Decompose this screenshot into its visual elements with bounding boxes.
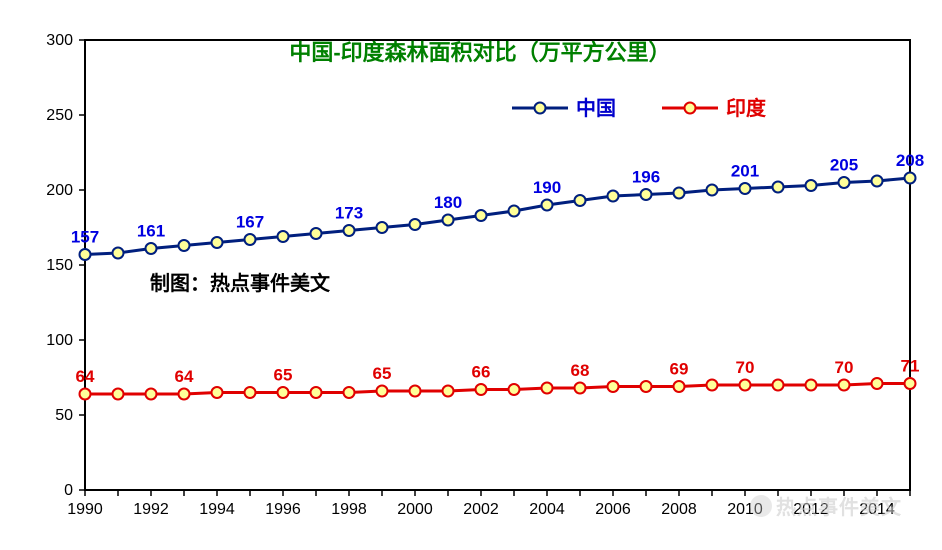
x-tick-label: 1992	[133, 501, 169, 518]
y-tick-label: 50	[55, 407, 73, 424]
data-label: 70	[835, 358, 854, 377]
data-label: 161	[137, 222, 165, 241]
data-label: 66	[472, 363, 491, 382]
x-tick-label: 2008	[661, 501, 697, 518]
data-point	[476, 210, 487, 221]
data-point	[773, 182, 784, 193]
data-point	[80, 389, 91, 400]
y-tick-label: 100	[46, 332, 73, 349]
x-tick-label: 1990	[67, 501, 103, 518]
data-point	[245, 234, 256, 245]
data-point	[179, 389, 190, 400]
data-label: 64	[175, 367, 194, 386]
chart-container: 0 50 100 150 200 250 300 1990 1992 1994 1996 1998 20…	[0, 0, 942, 550]
data-point	[212, 387, 223, 398]
data-point	[641, 189, 652, 200]
data-point	[608, 191, 619, 202]
data-point	[311, 228, 322, 239]
x-tick-label: 2006	[595, 501, 631, 518]
data-point	[608, 381, 619, 392]
line-chart: 0 50 100 150 200 250 300 1990 1992 1994 1996 1998 20…	[0, 0, 942, 550]
data-point	[674, 188, 685, 199]
y-tick-label: 250	[46, 107, 73, 124]
data-label: 64	[76, 367, 95, 386]
data-point	[542, 200, 553, 211]
data-label: 190	[533, 178, 561, 197]
data-point	[410, 386, 421, 397]
data-point	[641, 381, 652, 392]
data-point	[542, 383, 553, 394]
data-label: 70	[736, 358, 755, 377]
data-label: 205	[830, 156, 858, 175]
data-label: 65	[373, 364, 392, 383]
data-point	[806, 180, 817, 191]
data-point	[113, 248, 124, 259]
data-point	[740, 380, 751, 391]
x-tick-label: 1998	[331, 501, 367, 518]
y-tick-label: 0	[64, 482, 73, 499]
y-tick-label: 200	[46, 182, 73, 199]
data-point	[476, 384, 487, 395]
x-tick-label: 1994	[199, 501, 235, 518]
data-point	[311, 387, 322, 398]
data-point	[575, 195, 586, 206]
data-point	[839, 380, 850, 391]
data-point	[278, 387, 289, 398]
data-point	[278, 231, 289, 242]
data-point	[707, 380, 718, 391]
data-label: 157	[71, 228, 99, 247]
x-tick-label: 2002	[463, 501, 499, 518]
data-point	[80, 249, 91, 260]
data-point	[872, 176, 883, 187]
data-label: 71	[901, 357, 920, 376]
data-label: 196	[632, 168, 660, 187]
data-point	[344, 225, 355, 236]
data-point	[905, 173, 916, 184]
legend-label: 中国	[576, 96, 616, 120]
data-label: 68	[571, 361, 590, 380]
data-label: 180	[434, 193, 462, 212]
data-point	[839, 177, 850, 188]
watermark: 热点事件美文	[750, 491, 902, 520]
data-point	[707, 185, 718, 196]
data-point	[146, 389, 157, 400]
data-point	[113, 389, 124, 400]
data-point	[443, 215, 454, 226]
data-point	[509, 384, 520, 395]
data-point	[179, 240, 190, 251]
data-point	[377, 222, 388, 233]
data-label: 65	[274, 366, 293, 385]
data-point	[674, 381, 685, 392]
legend-label: 印度	[726, 96, 767, 120]
x-tick-label: 2000	[397, 501, 433, 518]
data-point	[212, 237, 223, 248]
data-point	[410, 219, 421, 230]
y-tick-label: 150	[46, 257, 73, 274]
chart-credit: 制图：热点事件美文	[150, 271, 331, 295]
y-tick-label: 300	[46, 32, 73, 49]
data-label: 173	[335, 204, 363, 223]
data-label: 208	[896, 151, 924, 170]
data-point	[344, 387, 355, 398]
data-label: 201	[731, 162, 759, 181]
data-point	[245, 387, 256, 398]
data-point	[146, 243, 157, 254]
data-label: 167	[236, 213, 264, 232]
data-point	[806, 380, 817, 391]
data-point	[509, 206, 520, 217]
watermark-text: 热点事件美文	[776, 491, 902, 520]
chart-title: 中国-印度森林面积对比（万平方公里）	[289, 40, 670, 65]
data-point	[872, 378, 883, 389]
data-point	[575, 383, 586, 394]
data-label: 69	[670, 360, 689, 379]
data-point	[740, 183, 751, 194]
data-point	[905, 378, 916, 389]
x-tick-label: 2004	[529, 501, 565, 518]
data-point	[773, 380, 784, 391]
x-tick-label: 1996	[265, 501, 301, 518]
data-point	[377, 386, 388, 397]
wechat-icon	[750, 495, 772, 517]
data-point	[443, 386, 454, 397]
